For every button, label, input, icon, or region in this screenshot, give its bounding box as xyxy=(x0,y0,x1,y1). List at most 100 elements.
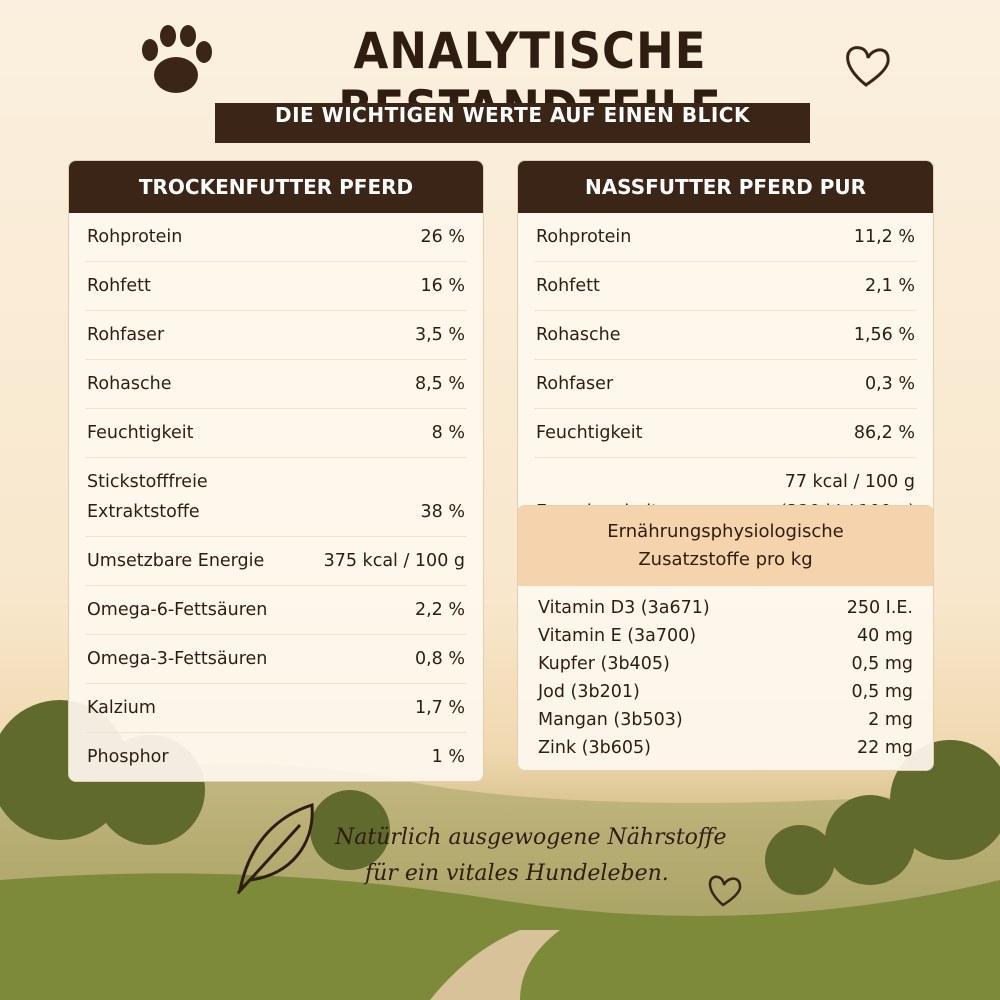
value-line: 375 kcal / 100 g xyxy=(323,551,465,571)
row: Omega-3-Fettsäuren 0,8 % xyxy=(85,635,467,684)
panel-title-line: Zusatzstoffe pro kg xyxy=(638,549,813,570)
value-line: 0,5 mg xyxy=(851,654,913,674)
tagline-line: für ein vitales Hundeleben. xyxy=(365,861,669,886)
value-line: 1,56 % xyxy=(853,325,915,345)
value-line: 40 mg xyxy=(857,626,913,646)
row: Vitamin E (3a700) 40 mg xyxy=(534,622,917,650)
panel: Ernährungsphysiologische Zusatzstoffe pro… xyxy=(517,505,934,771)
label: Vitamin D3 (3a671) xyxy=(538,594,710,622)
label: Rohasche xyxy=(536,320,621,350)
panel: TROCKENFUTTER PFERD Rohprotein 26 % Rohfett… xyxy=(68,160,484,782)
row: Kalzium 1,7 % xyxy=(85,684,467,733)
row: Rohasche 8,5 % xyxy=(85,360,467,409)
label: Vitamin E (3a700) xyxy=(538,622,696,650)
label-line: Vitamin E (3a700) xyxy=(538,626,697,646)
value-line: 22 mg xyxy=(857,738,913,758)
label: Stickstofffreie Extraktstoffe xyxy=(87,467,208,527)
value-line: 11,2 % xyxy=(853,227,915,247)
value-line: 26 % xyxy=(420,227,465,247)
label: Kupfer (3b405) xyxy=(538,650,670,678)
label-line: Rohasche xyxy=(87,374,172,394)
value: 3,5 % xyxy=(415,320,465,350)
value: 11,2 % xyxy=(854,222,915,252)
value: 40 mg xyxy=(857,622,913,650)
row: Vitamin D3 (3a671) 250 I.E. xyxy=(534,594,917,622)
label-line: Stickstofffreie xyxy=(87,472,208,492)
value-line: 38 % xyxy=(420,502,465,522)
label-line: Kupfer (3b405) xyxy=(538,654,670,674)
row: Mangan (3b503) 2 mg xyxy=(534,706,917,734)
row: Phosphor 1 % xyxy=(85,733,467,781)
label-line: Phosphor xyxy=(87,747,169,767)
tagline: Natürlich ausgewogene Nährstoffe für ein … xyxy=(335,820,727,892)
label-line: Zink (3b605) xyxy=(538,738,651,758)
row: Rohfett 2,1 % xyxy=(534,262,917,311)
value: 1 % xyxy=(432,742,465,772)
label-line: Rohfaser xyxy=(87,325,165,345)
value-line: 0,8 % xyxy=(414,649,465,669)
panel-title: NASSFUTTER PFERD PUR xyxy=(518,161,933,213)
label: Omega-6-Fettsäuren xyxy=(87,595,267,625)
label: Kalzium xyxy=(87,693,156,723)
value: 2 mg xyxy=(868,706,913,734)
value: 86,2 % xyxy=(854,418,915,448)
row: Rohfaser 3,5 % xyxy=(85,311,467,360)
panel-title: Ernährungsphysiologische Zusatzstoffe pro… xyxy=(518,506,933,586)
label: Phosphor xyxy=(87,742,169,772)
value-line: 0,3 % xyxy=(864,374,915,394)
value: 1,7 % xyxy=(415,693,465,723)
label: Umsetzbare Energie xyxy=(87,546,264,576)
value: 8,5 % xyxy=(415,369,465,399)
label-line: Omega-3-Fettsäuren xyxy=(87,649,268,669)
row: Rohfaser 0,3 % xyxy=(534,360,917,409)
row: Zink (3b605) 22 mg xyxy=(534,734,917,762)
value: 1,56 % xyxy=(854,320,915,350)
label: Jod (3b201) xyxy=(538,678,640,706)
panel-title-line: Ernährungsphysiologische xyxy=(607,521,844,542)
row: Feuchtigkeit 8 % xyxy=(85,409,467,458)
label: Mangan (3b503) xyxy=(538,706,683,734)
value: 0,5 mg xyxy=(851,678,913,706)
value-line: 86,2 % xyxy=(853,423,915,443)
row: Kupfer (3b405) 0,5 mg xyxy=(534,650,917,678)
value-line: 8,5 % xyxy=(414,374,465,394)
label: Omega-3-Fettsäuren xyxy=(87,644,267,674)
label: Rohasche xyxy=(87,369,172,399)
label: Rohfett xyxy=(536,271,600,301)
row: Rohprotein 11,2 % xyxy=(534,213,917,262)
label: Rohfaser xyxy=(536,369,613,399)
value-line: 0,5 mg xyxy=(851,682,913,702)
value-line: 1 % xyxy=(431,747,465,767)
label-line: Extraktstoffe xyxy=(87,502,200,522)
label-line: Rohprotein xyxy=(87,227,183,247)
label-line: Rohfett xyxy=(87,276,151,296)
value: 0,8 % xyxy=(415,644,465,674)
value: 16 % xyxy=(421,271,465,301)
value-line: 16 % xyxy=(420,276,465,296)
row: Rohfett 16 % xyxy=(85,262,467,311)
panel-title-line: TROCKENFUTTER PFERD xyxy=(138,175,414,199)
value-line: 3,5 % xyxy=(414,325,465,345)
label-line: Rohfett xyxy=(536,276,600,296)
row: Stickstofffreie Extraktstoffe 38 % xyxy=(85,458,467,537)
value: 38 % xyxy=(421,497,465,527)
label: Feuchtigkeit xyxy=(87,418,194,448)
label-line: Feuchtigkeit xyxy=(536,423,643,443)
value: 250 I.E. xyxy=(847,594,913,622)
value: 2,2 % xyxy=(415,595,465,625)
value-line: 77 kcal / 100 g xyxy=(784,472,915,492)
value-line: 8 % xyxy=(431,423,465,443)
row: Umsetzbare Energie 375 kcal / 100 g xyxy=(85,537,467,586)
label-line: Rohfaser xyxy=(536,374,614,394)
value-line: 2,1 % xyxy=(864,276,915,296)
label: Rohfett xyxy=(87,271,151,301)
label-line: Vitamin D3 (3a671) xyxy=(538,598,710,618)
label: Rohfaser xyxy=(87,320,164,350)
row: Omega-6-Fettsäuren 2,2 % xyxy=(85,586,467,635)
label: Feuchtigkeit xyxy=(536,418,643,448)
label-line: Omega-6-Fettsäuren xyxy=(87,600,268,620)
value: 2,1 % xyxy=(865,271,915,301)
value-line: 1,7 % xyxy=(414,698,465,718)
panel-title-line: NASSFUTTER PFERD PUR xyxy=(584,175,867,199)
